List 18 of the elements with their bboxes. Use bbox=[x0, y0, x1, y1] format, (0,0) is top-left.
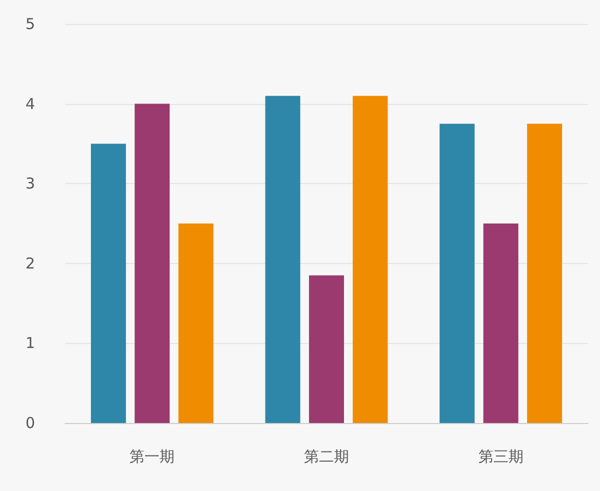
x-tick-label: 第一期 bbox=[130, 448, 175, 466]
bar bbox=[90, 144, 126, 423]
x-tick-label: 第三期 bbox=[478, 448, 524, 466]
y-tick-label: 2 bbox=[25, 254, 35, 272]
y-tick-label: 4 bbox=[25, 94, 35, 113]
bar bbox=[265, 96, 300, 423]
bar bbox=[178, 224, 214, 423]
bar bbox=[483, 224, 518, 423]
x-tick-label: 第二期 bbox=[304, 448, 349, 466]
bar bbox=[527, 124, 562, 423]
bar bbox=[352, 96, 388, 423]
bar bbox=[309, 275, 344, 423]
bar bbox=[134, 104, 170, 423]
y-tick-label: 5 bbox=[25, 15, 35, 33]
y-tick-label: 0 bbox=[25, 414, 35, 432]
bar bbox=[440, 124, 475, 423]
y-tick-label: 1 bbox=[25, 334, 35, 352]
y-tick-label: 3 bbox=[25, 174, 35, 193]
